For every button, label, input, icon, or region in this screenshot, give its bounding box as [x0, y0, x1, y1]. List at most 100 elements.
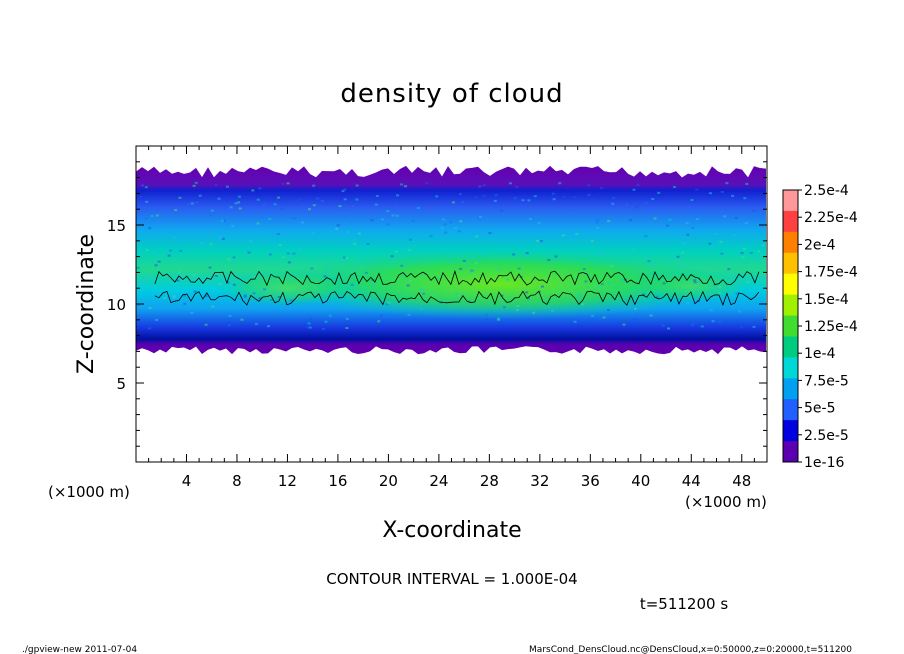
density-speckle — [475, 235, 479, 238]
density-speckle — [629, 219, 633, 222]
density-speckle — [713, 233, 717, 236]
density-speckle — [169, 249, 173, 252]
density-speckle — [657, 290, 661, 293]
density-speckle — [310, 258, 314, 261]
density-speckle — [533, 195, 537, 198]
density-speckle — [232, 283, 236, 286]
density-speckle — [572, 196, 576, 199]
density-speckle — [683, 242, 687, 245]
density-speckle — [686, 233, 690, 236]
density-speckle — [273, 203, 277, 206]
density-speckle — [407, 313, 411, 316]
density-speckle — [308, 326, 312, 329]
density-speckle — [355, 184, 359, 187]
density-speckle — [226, 281, 230, 284]
x-tick-label: 36 — [581, 472, 600, 490]
density-speckle — [298, 248, 302, 251]
density-speckle — [292, 217, 296, 220]
cloud-core — [274, 249, 730, 319]
density-speckle — [636, 205, 640, 208]
x-tick-label: 24 — [429, 472, 448, 490]
density-speckle — [154, 254, 158, 257]
density-speckle — [325, 253, 329, 256]
density-speckle — [457, 230, 461, 233]
density-speckle — [598, 253, 602, 256]
density-speckle — [321, 328, 325, 331]
colorbar-swatch — [783, 378, 798, 400]
x-tick-label: 12 — [278, 472, 297, 490]
density-speckle — [496, 318, 500, 321]
density-speckle — [468, 271, 472, 274]
density-speckle — [276, 233, 280, 236]
y-axis-title: Z-coordinate — [74, 234, 99, 374]
density-speckle — [156, 200, 160, 203]
density-speckle — [374, 203, 378, 206]
density-speckle — [444, 231, 448, 234]
footer-right: MarsCond_DensCloud.nc@DensCloud,x=0:5000… — [529, 645, 852, 654]
density-speckle — [633, 318, 637, 321]
colorbar-swatch — [783, 315, 798, 337]
density-speckle — [477, 218, 481, 221]
density-speckle — [277, 196, 281, 199]
density-speckle — [253, 256, 257, 259]
density-speckle — [335, 227, 339, 230]
density-speckle — [172, 295, 176, 298]
density-speckle — [575, 233, 579, 236]
density-speckle — [145, 249, 149, 252]
density-speckle — [515, 309, 519, 312]
density-speckle — [558, 182, 562, 185]
cloud-density-field — [136, 165, 766, 355]
density-speckle — [395, 298, 399, 301]
density-speckle — [155, 318, 159, 321]
density-speckle — [194, 181, 198, 184]
density-speckle — [625, 203, 629, 206]
x-tick-label: 16 — [328, 472, 347, 490]
density-speckle — [451, 201, 455, 204]
density-speckle — [209, 243, 213, 246]
density-speckle — [380, 218, 384, 221]
density-speckle — [668, 218, 672, 221]
density-speckle — [554, 255, 558, 258]
density-speckle — [268, 253, 272, 256]
density-speckle — [582, 268, 586, 271]
density-speckle — [685, 221, 689, 224]
density-speckle — [602, 316, 606, 319]
density-speckle — [519, 275, 523, 278]
density-speckle — [584, 280, 588, 283]
density-speckle — [165, 294, 169, 297]
density-speckle — [375, 195, 379, 198]
footer-left: ./gpview-new 2011-07-04 — [22, 645, 137, 654]
density-speckle — [174, 209, 178, 212]
density-speckle — [720, 252, 724, 255]
density-speckle — [653, 217, 657, 220]
density-speckle — [338, 205, 342, 208]
density-speckle — [719, 240, 723, 243]
density-speckle — [370, 259, 374, 262]
y-tick-label: 15 — [107, 217, 126, 235]
density-speckle — [172, 296, 176, 299]
density-speckle — [286, 252, 290, 255]
density-speckle — [720, 191, 724, 194]
density-speckle — [342, 256, 346, 259]
density-speckle — [180, 284, 184, 287]
density-speckle — [622, 323, 626, 326]
density-speckle — [607, 282, 611, 285]
density-speckle — [738, 310, 742, 313]
density-speckle — [157, 260, 161, 263]
density-speckle — [208, 250, 212, 253]
density-speckle — [517, 267, 521, 270]
colorbar-label: 1e-4 — [804, 346, 836, 362]
density-speckle — [280, 207, 284, 210]
density-speckle — [172, 236, 176, 239]
density-speckle — [228, 315, 232, 318]
density-speckle — [708, 192, 712, 195]
density-speckle — [746, 280, 750, 283]
density-speckle — [192, 184, 196, 187]
density-speckle — [309, 318, 313, 321]
density-speckle — [366, 242, 370, 245]
density-speckle — [195, 201, 199, 204]
density-speckle — [221, 219, 225, 222]
density-speckle — [497, 268, 501, 271]
x-unit-label: (×1000 m) — [685, 493, 767, 511]
density-speckle — [243, 294, 247, 297]
